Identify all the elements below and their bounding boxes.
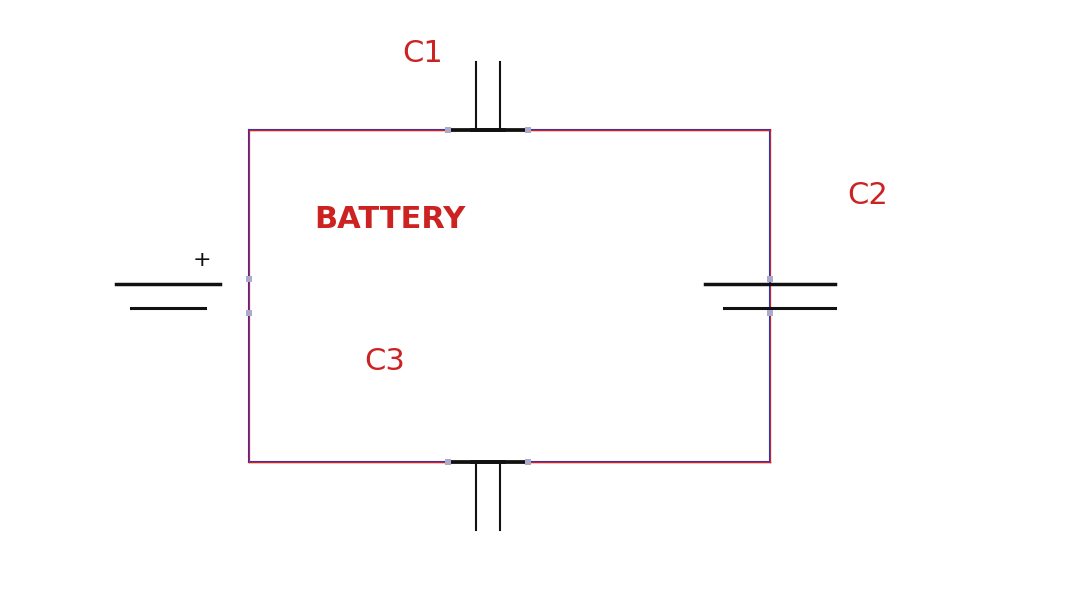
Text: C2: C2 [847, 181, 888, 210]
Text: C1: C1 [402, 39, 443, 67]
Text: C3: C3 [364, 347, 405, 375]
Text: BATTERY: BATTERY [314, 205, 466, 233]
Text: +: + [193, 250, 211, 271]
